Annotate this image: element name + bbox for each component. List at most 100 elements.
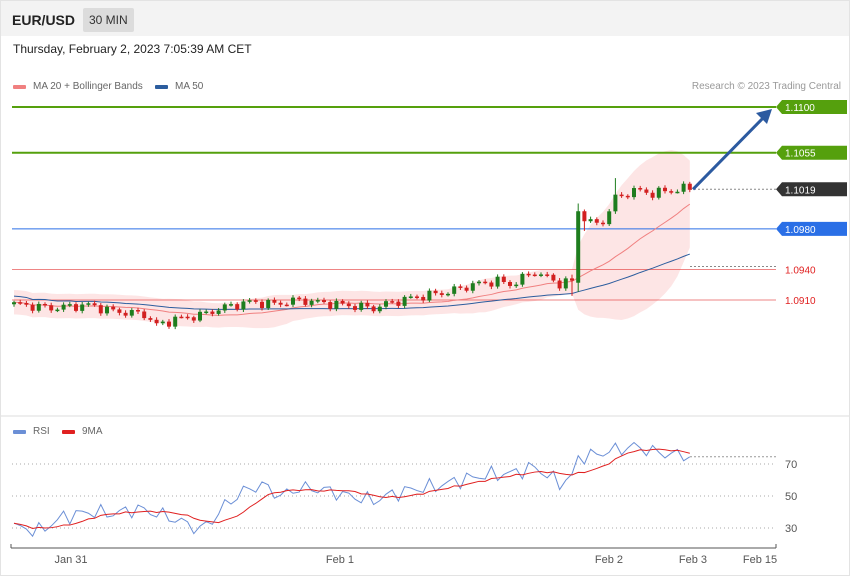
- candle-body: [334, 300, 339, 309]
- level-label: 1.0980: [785, 225, 816, 236]
- candle-body: [687, 183, 692, 190]
- candle-body: [154, 319, 159, 324]
- legend-swatch: [62, 429, 75, 434]
- candle: [160, 319, 165, 326]
- candle-body: [303, 298, 308, 305]
- candle: [204, 309, 209, 315]
- level-support-4: 1.0940: [12, 266, 816, 277]
- candle-body: [402, 296, 407, 306]
- candle-body: [551, 274, 556, 281]
- candle: [49, 302, 54, 313]
- candle-body: [340, 300, 345, 304]
- legend-swatch: [13, 429, 26, 434]
- candle: [222, 302, 227, 313]
- candle-body: [148, 318, 153, 320]
- candle-body: [539, 274, 543, 276]
- candle: [123, 310, 128, 318]
- candle: [216, 308, 221, 316]
- arrow-shaft: [691, 113, 768, 191]
- candle: [470, 280, 475, 294]
- candle: [80, 301, 85, 314]
- candle-body: [123, 312, 128, 316]
- candle: [315, 297, 320, 304]
- candle: [117, 307, 122, 316]
- candle: [185, 314, 190, 320]
- level-tag: [776, 182, 847, 197]
- candle: [365, 300, 370, 309]
- candle: [334, 298, 339, 312]
- candle: [297, 295, 302, 302]
- candle: [439, 290, 444, 298]
- candle-body: [452, 286, 457, 294]
- candle: [309, 298, 314, 308]
- candle-body: [396, 301, 401, 306]
- candle-body: [427, 290, 432, 301]
- candle: [328, 300, 333, 312]
- candle-body: [588, 219, 593, 222]
- candle: [179, 314, 184, 319]
- candle: [576, 203, 581, 292]
- candle: [563, 276, 568, 291]
- level-target-1: 1.1055: [12, 145, 847, 160]
- candle-body: [470, 283, 475, 291]
- candle-body: [601, 222, 605, 225]
- candle: [55, 307, 60, 313]
- chart-header: EUR/USD 30 MIN: [1, 1, 849, 36]
- candle-body: [446, 293, 450, 296]
- level-current-2: 1.1019: [690, 182, 847, 197]
- candle-body: [433, 290, 438, 294]
- candle: [384, 299, 388, 310]
- candle-body: [508, 281, 512, 286]
- candle: [191, 315, 196, 323]
- candle: [266, 298, 271, 310]
- candle: [613, 178, 618, 214]
- candle-body: [167, 321, 171, 327]
- candle-body: [458, 286, 463, 288]
- level-label: 1.1100: [785, 103, 815, 114]
- candle: [625, 194, 630, 200]
- level-tag: [776, 145, 847, 160]
- candle: [346, 301, 351, 309]
- candle: [495, 274, 500, 289]
- candle: [371, 304, 376, 314]
- candle: [421, 294, 426, 303]
- x-tick-label: Jan 31: [54, 554, 87, 566]
- rsi-tick-label: 50: [785, 491, 797, 503]
- candle-body: [24, 302, 29, 305]
- candle-body: [557, 280, 562, 289]
- candle-body: [235, 304, 240, 310]
- candle: [43, 302, 47, 308]
- candle-body: [30, 304, 35, 311]
- chart-datetime: Thursday, February 2, 2023 7:05:39 AM CE…: [13, 42, 252, 56]
- candle: [24, 300, 29, 307]
- candle-body: [136, 310, 140, 312]
- candle-body: [198, 311, 202, 321]
- candle-body: [185, 316, 190, 319]
- candle-body: [43, 303, 47, 306]
- candle: [396, 299, 401, 309]
- candles: [12, 178, 692, 330]
- candle-body: [222, 304, 227, 311]
- candle-body: [439, 293, 444, 295]
- candle: [675, 189, 680, 194]
- candle: [656, 186, 661, 200]
- candle: [508, 280, 512, 289]
- timeframe-button[interactable]: 30 MIN: [83, 8, 134, 32]
- candle: [111, 304, 116, 312]
- rsi-gridline-50: 50: [12, 491, 797, 503]
- candle: [458, 284, 463, 290]
- candle-body: [632, 188, 636, 198]
- candle-body: [210, 311, 215, 314]
- candle: [532, 272, 537, 277]
- candle: [390, 298, 395, 304]
- candle-body: [619, 194, 624, 197]
- candle-body: [526, 273, 531, 276]
- candle: [291, 295, 295, 307]
- rsi-gridline-70: 70: [12, 459, 797, 471]
- candle-body: [421, 296, 426, 301]
- level-target-0: 1.1100: [12, 100, 847, 114]
- candle-body: [669, 191, 674, 193]
- candle: [235, 302, 240, 312]
- candle: [18, 299, 23, 305]
- candle-body: [266, 299, 271, 309]
